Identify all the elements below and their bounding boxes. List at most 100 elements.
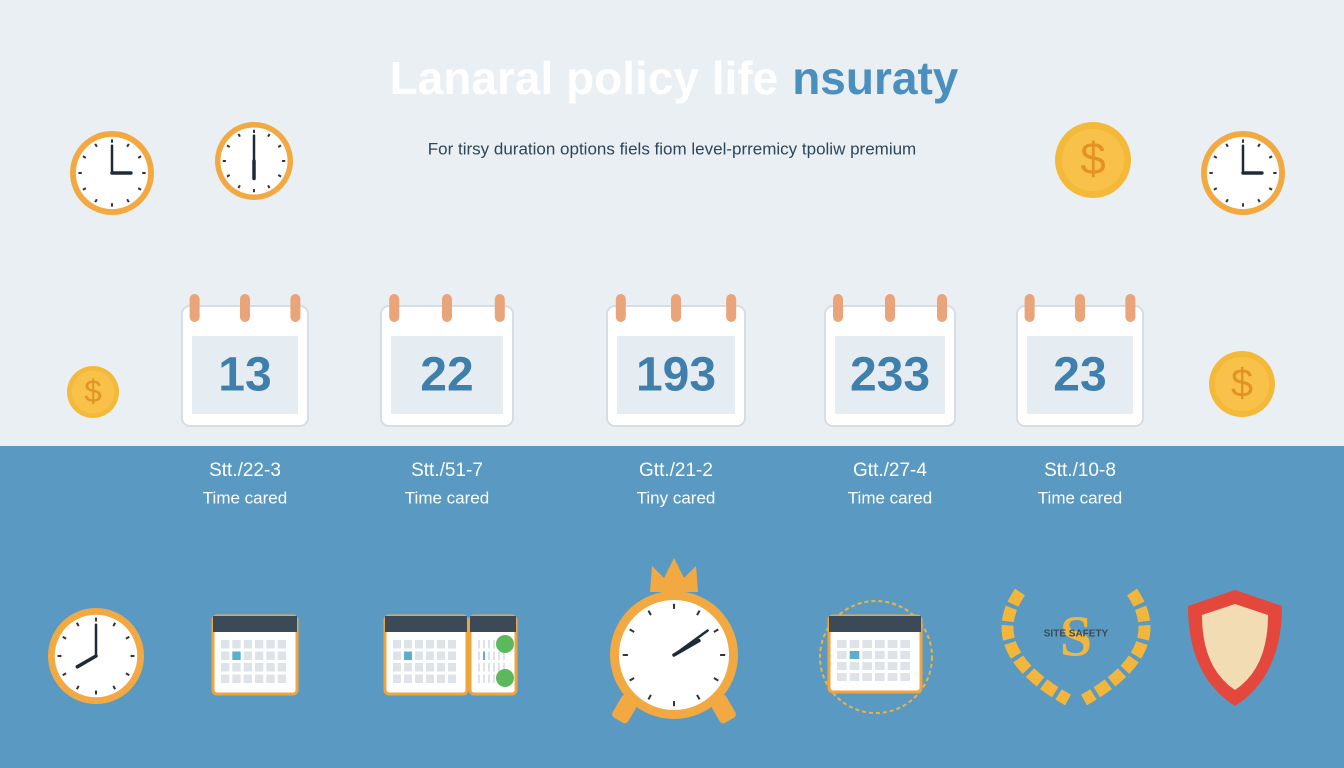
clock-tick xyxy=(277,174,282,178)
wreath-right xyxy=(1081,588,1151,706)
card-caption: Time cared xyxy=(203,488,287,507)
clock-tick xyxy=(126,198,130,203)
mini-calendar-cell xyxy=(493,674,495,683)
coin-symbol: $ xyxy=(84,374,101,409)
mini-calendar-cell xyxy=(887,640,898,648)
mini-calendar-cell xyxy=(266,640,275,649)
mini-calendar-cell xyxy=(849,651,860,659)
clock-tick xyxy=(112,622,117,627)
title-part: Lanaral policy life xyxy=(390,52,779,104)
mini-calendar-cell xyxy=(243,663,252,672)
mini-calendar-cell xyxy=(448,663,456,672)
clock-tick xyxy=(62,635,67,640)
clock-tick xyxy=(1213,155,1218,159)
mini-calendar-cell xyxy=(887,673,898,681)
mini-calendar-cell xyxy=(887,662,898,670)
mini-calendar-cell xyxy=(404,651,412,660)
clock-tick xyxy=(125,672,130,677)
coin-inner xyxy=(71,370,115,414)
mini-calendar-cell xyxy=(415,674,423,683)
clock-tick xyxy=(1257,198,1261,203)
clock-hand xyxy=(672,629,709,657)
mini-calendar-cell xyxy=(837,651,847,659)
card-code: Stt./10-8 xyxy=(1044,460,1116,481)
mini-calendar-cell xyxy=(426,674,434,683)
clock-tick xyxy=(713,677,719,682)
clock-tick xyxy=(125,635,130,640)
mini-calendar-cell xyxy=(498,651,500,660)
mini-calendar-cell xyxy=(221,640,230,649)
mini-calendar-cell xyxy=(243,640,252,649)
mini-calendar-cell xyxy=(255,651,264,660)
mini-calendar-cell xyxy=(837,662,847,670)
mini-calendar-cell xyxy=(277,674,286,683)
calendar-ring xyxy=(240,294,250,322)
calendar-number: 233 xyxy=(850,349,930,402)
card-code: Stt./51-7 xyxy=(411,460,483,481)
clock-tick xyxy=(226,144,231,148)
clock-tick xyxy=(629,677,635,682)
wreath-ring xyxy=(819,600,933,714)
title: Lanaral policy life nsuraty xyxy=(390,52,959,104)
calendar-number: 22 xyxy=(420,349,473,402)
mini-calendar-cell xyxy=(277,640,286,649)
mini-calendar-cell xyxy=(221,674,230,683)
mini-calendar-cell xyxy=(404,640,412,649)
mini-calendar-cell xyxy=(837,673,847,681)
check xyxy=(496,635,514,653)
clock-tick xyxy=(1268,155,1273,159)
calendar-ring xyxy=(290,294,301,322)
mini-calendar-cell xyxy=(478,640,480,649)
mini-calendar-cell xyxy=(437,640,445,649)
mini-calendar-cell xyxy=(478,663,480,672)
card-code: Gtt./27-4 xyxy=(853,460,927,481)
calendar-ring xyxy=(885,294,895,322)
mini-calendar-cell xyxy=(483,674,485,683)
mini-calendar-cell xyxy=(426,663,434,672)
mini-calendar-cell xyxy=(448,674,456,683)
mini-calendar-cell xyxy=(478,651,480,660)
clock-tick xyxy=(237,184,241,189)
clock-tick xyxy=(267,133,271,138)
calendar-panel xyxy=(391,336,503,414)
calendar-ring xyxy=(1125,294,1136,322)
mini-calendar-cell xyxy=(478,674,480,683)
mini-calendar-cell xyxy=(243,674,252,683)
clock-hand xyxy=(75,654,98,669)
mini-calendar-head xyxy=(829,616,921,632)
clock-tick xyxy=(647,610,652,616)
mini-calendar-cell xyxy=(900,673,910,681)
calendar-number: 193 xyxy=(636,349,716,402)
mini-calendar-cell xyxy=(875,673,885,681)
mini-calendar-cell xyxy=(448,651,456,660)
mini-calendar-cell xyxy=(232,651,241,660)
clock-tick xyxy=(1225,143,1229,148)
mini-calendar-cell xyxy=(415,651,423,660)
card-caption: Tiny cared xyxy=(637,488,716,507)
calendar-number: 23 xyxy=(1053,349,1106,402)
mini-calendar-cell xyxy=(437,663,445,672)
mini-calendar-cell xyxy=(404,663,412,672)
calendar-ring xyxy=(1075,294,1085,322)
clock-tick xyxy=(1268,187,1273,191)
card-caption: Time cared xyxy=(405,488,489,507)
clock-tick xyxy=(647,694,652,700)
calendar-ring xyxy=(442,294,452,322)
card-code: Gtt./21-2 xyxy=(639,460,713,481)
clock-tick xyxy=(112,685,117,690)
mini-calendar-cell xyxy=(900,640,910,648)
calendar-ring xyxy=(671,294,681,322)
coin-inner xyxy=(1061,128,1125,192)
mini-calendar-cell xyxy=(426,651,434,660)
clock-tick xyxy=(137,155,142,159)
mini-calendar-cell xyxy=(503,651,505,660)
mini-calendar-cell xyxy=(483,663,485,672)
mini-calendar-cell xyxy=(255,663,264,672)
title-part: nsuraty xyxy=(792,52,959,104)
clock-tick xyxy=(126,143,130,148)
mini-calendar-cell xyxy=(243,651,252,660)
calendar-ring xyxy=(389,294,400,322)
mini-calendar-head xyxy=(213,616,297,632)
mini-calendar-cell xyxy=(232,663,241,672)
mini-calendar-cell xyxy=(900,662,910,670)
